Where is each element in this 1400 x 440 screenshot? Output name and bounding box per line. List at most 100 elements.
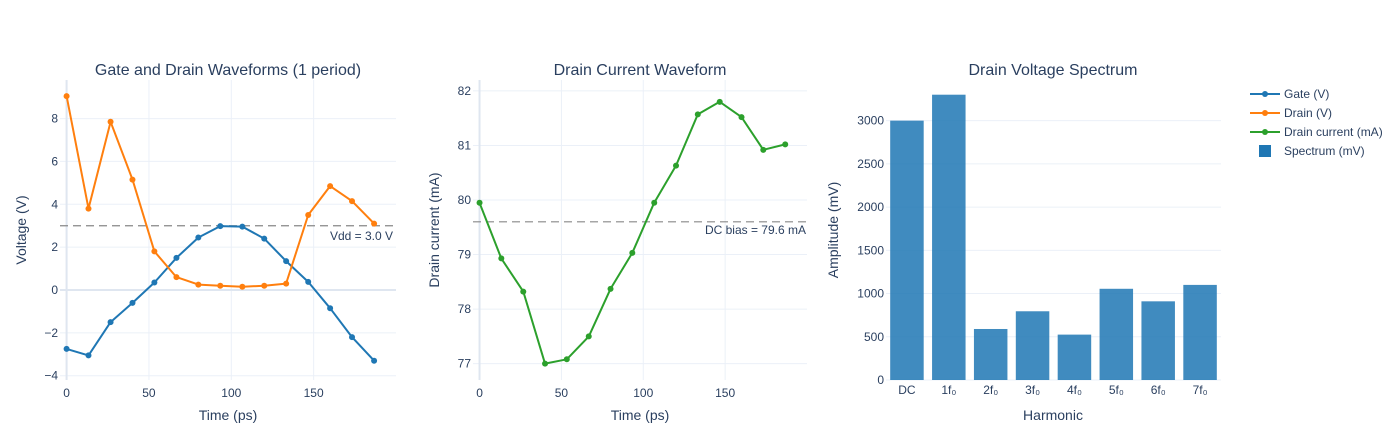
panel-current: 0 50 100 150 77 78 79 80 81 82 Drain Current Wave… — [426, 62, 807, 423]
y-tick-label: 2000 — [857, 200, 884, 214]
data-point[interactable] — [173, 274, 180, 281]
panel-spectrum-ticks: 0 500 1000 1500 2000 2500 3000 DC 1f₀ 2f₀ 3f₀ 4f₀ 5f… — [857, 114, 1207, 397]
spectrum-bar[interactable] — [1099, 288, 1134, 380]
data-point[interactable] — [151, 279, 158, 286]
legend-item-drain[interactable]: Drain (V) — [1250, 106, 1332, 120]
data-point[interactable] — [542, 360, 549, 367]
y-tick-label: 80 — [458, 193, 472, 207]
legend-drain-label: Drain (V) — [1284, 106, 1332, 120]
spectrum-bar[interactable] — [973, 328, 1008, 380]
panel-spectrum-bars — [890, 94, 1217, 381]
data-point[interactable] — [239, 223, 246, 230]
data-point[interactable] — [371, 220, 378, 227]
data-point[interactable] — [261, 282, 268, 289]
data-point[interactable] — [217, 223, 224, 230]
panel-waveforms: 0 50 100 150 −4 −2 0 2 4 6 8 Gate and Drain Wavefo… — [13, 62, 396, 423]
data-point[interactable] — [349, 334, 356, 341]
y-tick-label: −4 — [44, 369, 58, 383]
data-point[interactable] — [283, 280, 290, 287]
data-point[interactable] — [107, 118, 114, 125]
y-tick-label: 4 — [51, 197, 58, 211]
y-tick-label: 78 — [458, 302, 472, 316]
legend-item-current[interactable]: Drain current (mA) — [1250, 125, 1383, 139]
data-point[interactable] — [217, 282, 224, 289]
data-point[interactable] — [107, 319, 114, 326]
series-line — [65, 95, 375, 288]
data-point[interactable] — [563, 356, 570, 363]
data-point[interactable] — [673, 162, 680, 169]
data-point[interactable] — [261, 235, 268, 242]
spectrum-bar[interactable] — [1015, 311, 1050, 380]
y-tick-label: 0 — [51, 283, 58, 297]
legend-item-spectrum[interactable]: Spectrum (mV) — [1259, 144, 1365, 158]
x-tick-label: DC — [898, 383, 916, 397]
x-tick-label: 5f₀ — [1109, 383, 1124, 397]
spectrum-bar[interactable] — [1057, 334, 1092, 380]
data-point[interactable] — [173, 254, 180, 261]
data-point[interactable] — [305, 278, 312, 285]
y-tick-label: 81 — [458, 138, 472, 152]
panel-current-ticks: 0 50 100 150 77 78 79 80 81 82 — [458, 84, 736, 400]
data-point[interactable] — [694, 111, 701, 118]
data-point[interactable] — [305, 212, 312, 218]
panel-current-xlabel: Time (ps) — [611, 407, 670, 423]
data-point[interactable] — [327, 305, 334, 312]
spectrum-bar[interactable] — [932, 94, 966, 381]
panel-spectrum-ylabel: Amplitude (mV) — [825, 182, 841, 278]
data-point[interactable] — [476, 199, 483, 206]
legend-current-label: Drain current (mA) — [1284, 125, 1383, 139]
panel-current-title: Drain Current Waveform — [554, 62, 727, 79]
data-point[interactable] — [151, 248, 158, 255]
data-point[interactable] — [129, 176, 136, 183]
panel-spectrum: 0 500 1000 1500 2000 2500 3000 DC 1f₀ 2f₀ 3f₀ 4f₀ 5f… — [825, 62, 1221, 423]
legend-spectrum-swatch — [1259, 145, 1271, 157]
x-tick-label: 1f₀ — [941, 383, 956, 397]
data-point[interactable] — [195, 281, 202, 288]
data-point[interactable] — [129, 299, 136, 306]
panel-spectrum-xlabel: Harmonic — [1023, 407, 1083, 423]
data-point[interactable] — [349, 198, 356, 205]
y-tick-label: 8 — [51, 112, 58, 126]
x-tick-label: 100 — [221, 386, 241, 400]
y-tick-label: 3000 — [857, 114, 884, 128]
data-point[interactable] — [63, 345, 70, 352]
data-point[interactable] — [520, 288, 527, 295]
y-tick-label: 82 — [458, 84, 472, 98]
legend-spectrum-label: Spectrum (mV) — [1284, 144, 1365, 158]
x-tick-label: 150 — [715, 386, 735, 400]
data-point[interactable] — [85, 352, 92, 359]
x-tick-label: 2f₀ — [983, 383, 998, 397]
data-point[interactable] — [782, 141, 789, 148]
data-point[interactable] — [716, 98, 723, 105]
panel-waveforms-series — [63, 93, 378, 364]
data-point[interactable] — [195, 234, 202, 241]
y-tick-label: 500 — [864, 330, 884, 344]
series-line — [66, 225, 375, 362]
vdd-annotation: Vdd = 3.0 V — [330, 229, 393, 243]
data-point[interactable] — [738, 114, 745, 121]
data-point[interactable] — [585, 333, 592, 340]
spectrum-bar[interactable] — [890, 120, 924, 380]
y-tick-label: 1000 — [857, 287, 884, 301]
y-tick-label: 77 — [458, 357, 472, 371]
data-point[interactable] — [85, 205, 92, 212]
x-tick-label: 150 — [304, 386, 324, 400]
panel-spectrum-title: Drain Voltage Spectrum — [969, 62, 1138, 79]
legend-current-marker — [1262, 129, 1268, 135]
data-point[interactable] — [327, 183, 334, 190]
data-point[interactable] — [607, 285, 614, 292]
panel-current-ylabel: Drain current (mA) — [426, 172, 442, 287]
data-point[interactable] — [651, 199, 658, 206]
legend-item-gate[interactable]: Gate (V) — [1250, 87, 1329, 101]
data-point[interactable] — [629, 249, 636, 256]
spectrum-bar[interactable] — [1141, 301, 1175, 380]
data-point[interactable] — [283, 258, 290, 265]
data-point[interactable] — [63, 93, 70, 100]
data-point[interactable] — [760, 146, 767, 153]
legend[interactable]: Gate (V) Drain (V) Drain current (mA) Sp… — [1250, 87, 1383, 158]
spectrum-bar[interactable] — [1183, 284, 1217, 380]
data-point[interactable] — [371, 357, 378, 364]
panel-waveforms-grid — [60, 80, 396, 380]
data-point[interactable] — [498, 255, 505, 262]
data-point[interactable] — [239, 283, 246, 290]
